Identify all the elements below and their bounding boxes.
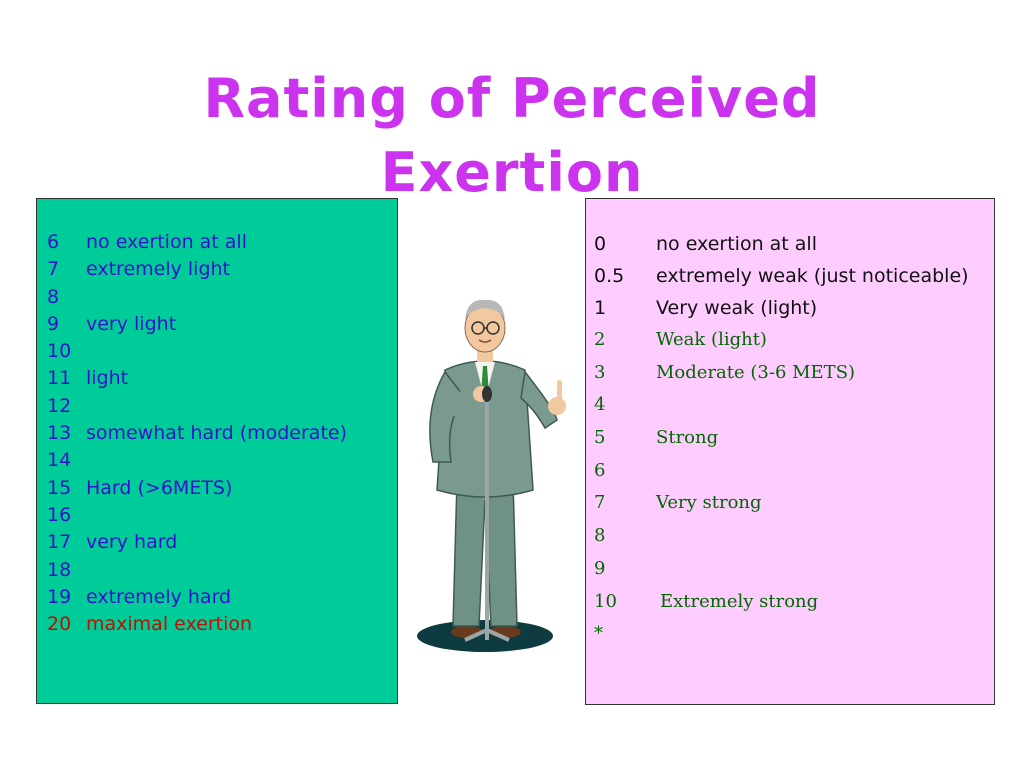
borg-scale-row: 16 (47, 502, 347, 529)
cr10-scale-panel: 0 no exertion at all 0.5 extremely weak (j… (585, 198, 995, 705)
scale-label: no exertion at all (656, 233, 817, 255)
title-line-1: Rating of Perceived (203, 67, 821, 130)
cr10-scale-row: 3 Moderate (3-6 METS) (594, 360, 986, 393)
borg-scale-row: 7 extremely light (47, 256, 347, 283)
scale-label: Extremely strong (660, 590, 819, 612)
cr10-scale-row: 6 (594, 458, 986, 491)
cr10-scale-row: 1 Very weak (light) (594, 295, 986, 322)
scale-number: 3 (594, 361, 606, 383)
cr10-scale-row: 2 Weak (light) (594, 327, 986, 360)
scale-label (656, 523, 986, 556)
cr10-scale-row: 0 no exertion at all (594, 231, 986, 258)
scale-number: 8 (47, 285, 60, 308)
borg-scale-row: 13 somewhat hard (moderate) (47, 420, 347, 447)
borg-scale-row: 8 (47, 284, 347, 311)
borg-scale-row: 9 very light (47, 311, 347, 338)
scale-number: 18 (47, 558, 72, 581)
scale-label: somewhat hard (moderate) (86, 422, 347, 445)
scale-label (656, 556, 986, 589)
scale-label (656, 621, 986, 654)
borg-scale-row-max: 20 maximal exertion (47, 611, 347, 638)
scale-number: * (594, 623, 603, 645)
borg-scale-row: 15 Hard (>6METS) (47, 475, 347, 502)
scale-label: maximal exertion (86, 613, 253, 636)
scale-label: very light (86, 312, 177, 335)
scale-number: 9 (594, 557, 606, 579)
scale-number: 15 (47, 476, 72, 499)
scale-label: Hard (>6METS) (86, 476, 233, 499)
scale-label: light (86, 367, 129, 390)
cr10-scale-row: 10 Extremely strong (594, 589, 986, 622)
scale-number: 6 (47, 231, 60, 253)
speaker-with-microphone-icon (417, 299, 566, 652)
scale-label (656, 392, 986, 425)
scale-number: 5 (594, 427, 606, 449)
scale-number: 4 (594, 394, 606, 416)
scale-number: 17 (47, 531, 72, 554)
scale-number: 10 (594, 590, 617, 612)
scale-number: 14 (47, 449, 72, 472)
scale-label: extremely hard (86, 585, 232, 608)
cr10-scale-list: 0 no exertion at all 0.5 extremely weak (j… (594, 231, 986, 654)
title-line-2: Exertion (380, 141, 644, 204)
borg-scale-row: 19 extremely hard (47, 584, 347, 611)
scale-number: 11 (47, 367, 72, 390)
scale-label (656, 458, 986, 491)
borg-scale-row: 10 (47, 338, 347, 365)
scale-number: 6 (594, 459, 606, 481)
scale-label: Strong (656, 427, 719, 449)
scale-number: 16 (47, 503, 72, 526)
scale-number: 9 (47, 312, 60, 335)
scale-number: 13 (47, 422, 72, 445)
cr10-scale-row: 9 (594, 556, 986, 589)
cr10-scale-row: 4 (594, 392, 986, 425)
scale-label: very hard (86, 531, 178, 554)
scale-number: 7 (47, 258, 60, 281)
cr10-scale-row: 5 Strong (594, 425, 986, 458)
scale-number: 0 (594, 233, 607, 255)
scale-number: 1 (594, 297, 607, 319)
cr10-scale-row: * (594, 621, 986, 654)
scale-label: extremely light (86, 258, 231, 281)
borg-scale-row: 12 (47, 393, 347, 420)
borg-scale-row: 6 no exertion at all (47, 229, 347, 256)
scale-number: 10 (47, 340, 72, 363)
scale-number: 12 (47, 394, 72, 417)
scale-label: Very weak (light) (656, 297, 818, 319)
scale-number: 19 (47, 585, 72, 608)
borg-scale-row: 18 (47, 557, 347, 584)
scale-number: 20 (47, 613, 72, 636)
cr10-scale-row: 8 (594, 523, 986, 556)
scale-label: Very strong (656, 492, 762, 514)
page-title: Rating of Perceived Exertion (0, 62, 1024, 210)
scale-label: extremely weak (just noticeable) (656, 265, 969, 287)
borg-scale-row: 14 (47, 447, 347, 474)
scale-label: Moderate (3-6 METS) (656, 361, 856, 383)
borg-scale-row: 11 light (47, 365, 347, 392)
cr10-scale-row: 7 Very strong (594, 490, 986, 523)
scale-number: 7 (594, 492, 606, 514)
cr10-scale-row: 0.5 extremely weak (just noticeable) (594, 263, 986, 290)
borg-scale-panel: 6 no exertion at all 7 extremely light 8 9… (36, 198, 398, 704)
scale-label: Weak (light) (656, 329, 767, 350)
scale-number: 0.5 (594, 265, 625, 287)
borg-scale-row: 17 very hard (47, 529, 347, 556)
scale-number: 8 (594, 525, 606, 547)
borg-scale-list: 6 no exertion at all 7 extremely light 8 9… (47, 229, 347, 638)
scale-label: no exertion at all (86, 231, 247, 253)
scale-number: 2 (594, 329, 606, 350)
